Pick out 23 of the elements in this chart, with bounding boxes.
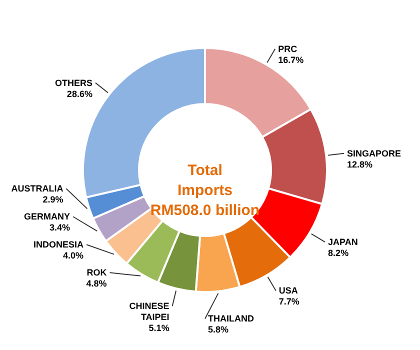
slice-label: GERMANY bbox=[24, 212, 70, 222]
slice-label: USA bbox=[278, 286, 298, 296]
data-label: 8.2% bbox=[328, 248, 349, 258]
data-label: 5.1% bbox=[148, 323, 170, 334]
slice-label: JAPAN bbox=[328, 237, 358, 248]
data-label: 16.7% bbox=[278, 54, 304, 65]
slice-label: ROK bbox=[86, 268, 108, 278]
data-label: 3.4% bbox=[49, 222, 70, 233]
data-label: 4.0% bbox=[63, 250, 84, 261]
slice-label: INDONESIA bbox=[34, 240, 84, 250]
slice-label: THAILAND bbox=[208, 314, 254, 324]
data-label: 28.6% bbox=[66, 88, 92, 99]
slice-label: PRC bbox=[278, 44, 298, 54]
data-label: 4.8% bbox=[86, 278, 107, 289]
text: Total Imports RM508.0 billion bbox=[150, 162, 260, 219]
slice-label: OTHERS bbox=[54, 78, 92, 88]
data-label: 12.8% bbox=[347, 159, 373, 170]
data-label: 5.8% bbox=[208, 324, 229, 335]
data-label: 2.9% bbox=[42, 194, 64, 205]
data-label: 7.7% bbox=[278, 296, 300, 307]
slice-label: CHINESE TAIPEI bbox=[129, 301, 170, 322]
slice-label: AUSTRALIA bbox=[11, 184, 64, 194]
slice-label: SINGAPORE bbox=[347, 148, 402, 158]
